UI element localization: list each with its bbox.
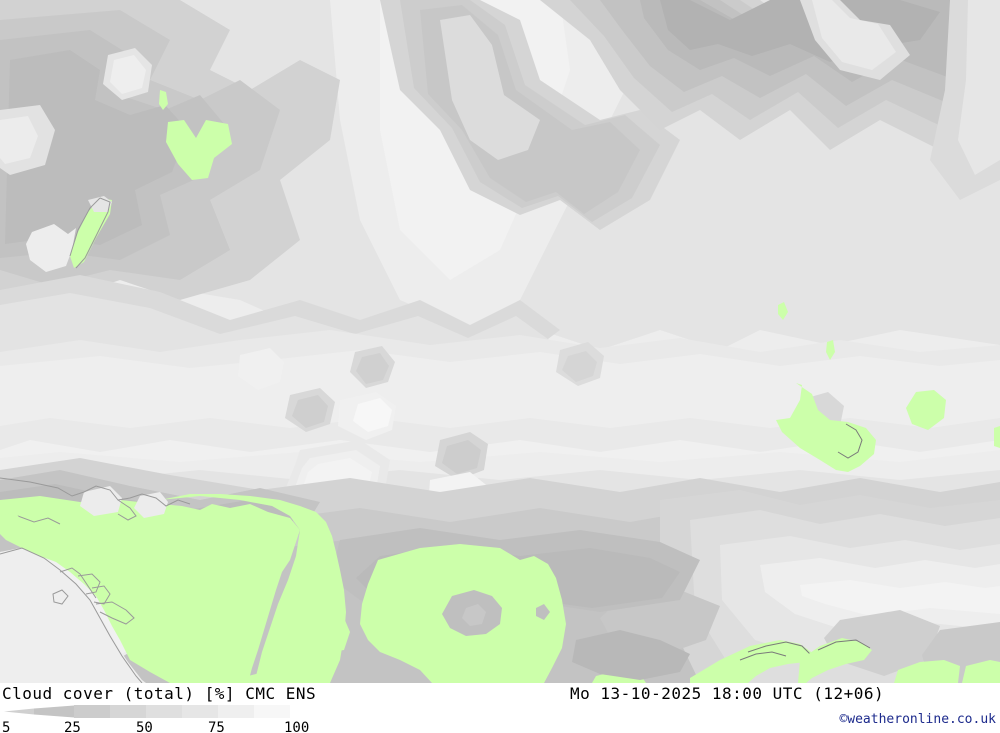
- colorbar-tick-25: 25: [64, 720, 81, 733]
- cloud-band: [958, 0, 1000, 175]
- colorbar-tick-75: 75: [208, 720, 225, 733]
- cloud-cover-field: [0, 0, 1000, 683]
- colorbar-step: [218, 705, 254, 718]
- cloud-band: [353, 398, 392, 432]
- clear-area: [778, 302, 788, 320]
- cloud-band: [238, 348, 284, 390]
- clear-area: [776, 383, 876, 472]
- cloud-band: [442, 440, 481, 474]
- cloud-band: [110, 55, 146, 94]
- clear-area: [160, 494, 346, 683]
- coastline: [52, 589, 69, 605]
- clear-area: [798, 638, 872, 683]
- coastline: [95, 601, 135, 625]
- clear-area: [159, 90, 168, 110]
- clear-area: [0, 496, 300, 683]
- clear-area: [962, 660, 1000, 683]
- colorbar-tick-5: 5: [2, 720, 11, 733]
- coastline: [837, 423, 863, 459]
- clear-area: [70, 198, 112, 268]
- cloud-cover-map: [0, 0, 1000, 683]
- cloud-band: [5, 50, 188, 245]
- coastline: [817, 639, 871, 651]
- cloud-band: [562, 351, 597, 382]
- clear-area: [826, 340, 835, 360]
- colorbar-step: [254, 705, 290, 718]
- clear-area: [326, 618, 350, 652]
- cloud-band: [440, 15, 540, 160]
- coastline: [75, 197, 111, 269]
- colorbar-step: [182, 705, 218, 718]
- copyright-label: ©weatheronline.co.uk: [839, 712, 996, 727]
- coastline: [69, 197, 101, 257]
- clear-area: [0, 512, 22, 528]
- cloud-band: [26, 224, 76, 272]
- colorbar-legend: 5 25 50 75 100: [0, 704, 340, 733]
- clear-area: [894, 660, 960, 683]
- cloud-band: [572, 630, 690, 680]
- cloud-band: [800, 580, 1000, 616]
- clear-area: [690, 640, 814, 683]
- colorbar-step: [110, 705, 146, 718]
- clear-area: [166, 120, 232, 180]
- colorbar-step: [146, 705, 182, 718]
- colorbar-tick-100: 100: [284, 720, 310, 733]
- coastline: [59, 567, 97, 599]
- cloud-band: [536, 604, 550, 620]
- cloud-band: [0, 548, 146, 683]
- coastline: [739, 651, 787, 661]
- chart-title: Cloud cover (total) [%] CMC ENS: [2, 684, 317, 703]
- colorbar-swatches: [4, 705, 290, 718]
- clear-area: [994, 426, 1000, 448]
- clear-area: [906, 390, 946, 430]
- cloud-band: [292, 395, 328, 428]
- coastline: [747, 641, 811, 655]
- colorbar-tick-50: 50: [136, 720, 153, 733]
- colorbar-step: [74, 705, 110, 718]
- coastline: [0, 547, 143, 683]
- valid-datetime: Mo 13-10-2025 18:00 UTC (12+06): [570, 684, 885, 703]
- cloud-band: [0, 116, 38, 164]
- cloud-band: [134, 492, 168, 518]
- coastline: [0, 477, 191, 507]
- colorbar-tip: [4, 708, 34, 715]
- cloud-band: [356, 353, 389, 384]
- cloud-band: [80, 486, 122, 516]
- clear-area: [244, 670, 296, 683]
- coastline: [117, 499, 137, 521]
- cloud-band: [812, 0, 896, 70]
- cloud-band: [462, 604, 486, 626]
- colorbar-wedge: [34, 705, 74, 718]
- coastline: [77, 573, 101, 595]
